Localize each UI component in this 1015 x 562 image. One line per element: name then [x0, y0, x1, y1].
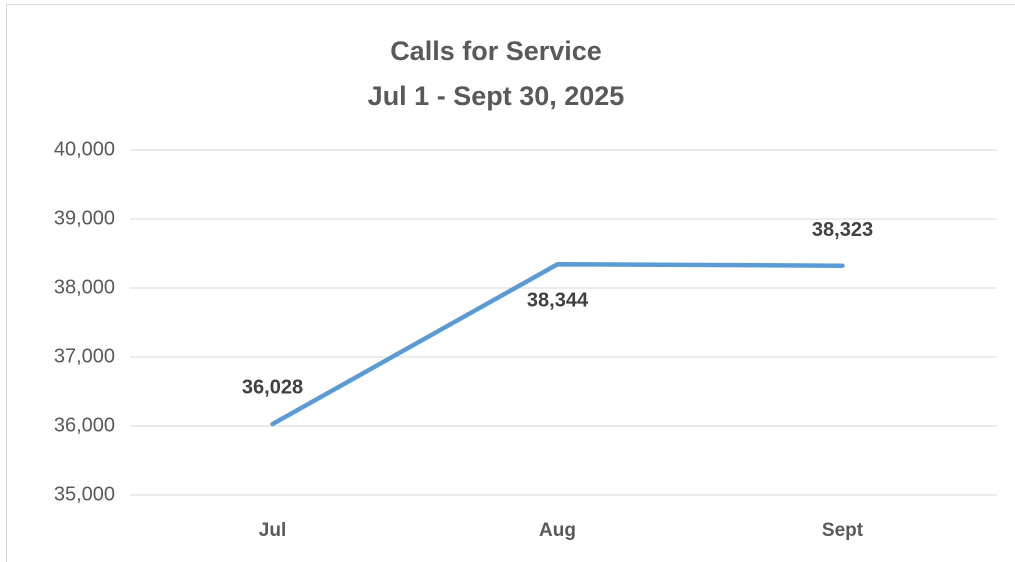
chart-subtitle: Jul 1 - Sept 30, 2025	[368, 81, 625, 111]
chart-title: Calls for Service	[390, 36, 602, 66]
y-tick-label: 35,000	[54, 483, 115, 505]
data-label: 38,344	[527, 290, 589, 312]
data-line	[270, 262, 845, 427]
data-label: 38,323	[812, 219, 873, 241]
y-tick-label: 37,000	[54, 345, 115, 367]
y-tick-label: 39,000	[54, 207, 115, 229]
x-tick-label: Jul	[259, 520, 286, 541]
data-label: 36,028	[242, 376, 303, 398]
chart-border	[6, 4, 1015, 562]
x-tick-label: Sept	[822, 520, 864, 541]
y-tick-label: 40,000	[54, 138, 115, 160]
x-tick-label: Aug	[539, 520, 576, 541]
y-tick-label: 38,000	[54, 276, 115, 298]
y-tick-label: 36,000	[54, 414, 115, 436]
